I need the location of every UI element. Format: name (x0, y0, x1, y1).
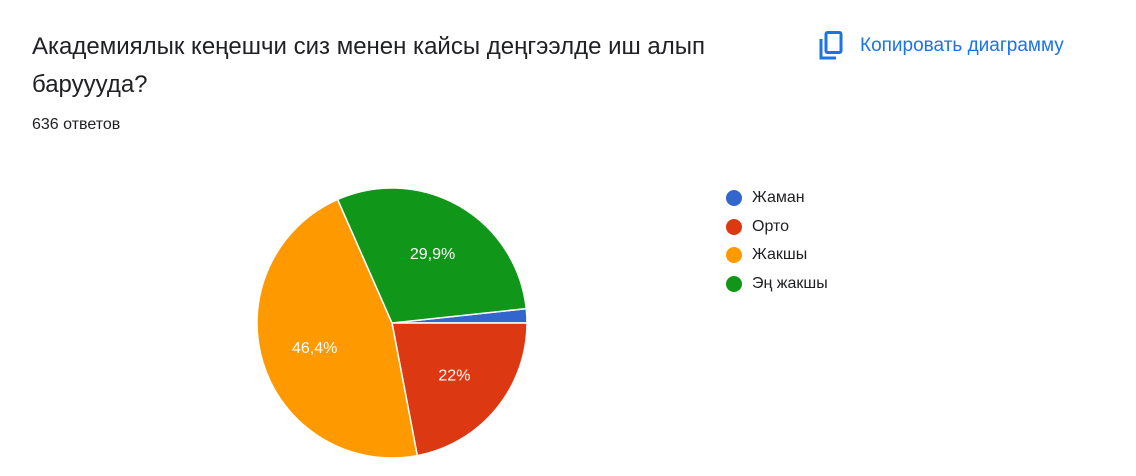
copy-chart-label: Копировать диаграмму (860, 35, 1064, 56)
question-title: Академиялык кеңешчи сиз менен кайсы деңг… (32, 33, 706, 98)
legend-item-4: Эң жакшы (726, 270, 828, 299)
copy-chart-button[interactable]: Копировать диаграмму (812, 26, 1070, 66)
copy-icon (818, 31, 844, 61)
slice-label-2: 22% (438, 368, 470, 385)
legend-item-3: Жакшы (726, 241, 828, 270)
legend-swatch (726, 218, 742, 235)
legend-swatch (726, 276, 742, 293)
legend-item-2: Орто (726, 213, 828, 242)
response-count: 636 ответов (32, 116, 121, 133)
legend-swatch (726, 190, 742, 207)
legend-label: Жакшы (752, 246, 808, 264)
pie-slice-3[interactable] (256, 198, 419, 459)
legend-item-1: Жаман (726, 184, 828, 213)
chart-legend: Жаман Орто Жакшы Эң жакшы (726, 184, 828, 298)
pie-slice-2[interactable] (391, 322, 528, 457)
slice-label-4: 29,9% (410, 246, 455, 263)
legend-label: Орто (752, 217, 790, 235)
slice-label-3: 46,4% (292, 340, 337, 357)
pie-chart: 22% 46,4% 29,9% (256, 187, 528, 459)
legend-swatch (726, 247, 742, 264)
legend-label: Жаман (752, 189, 805, 207)
pie-slice-4[interactable] (336, 187, 528, 324)
legend-label: Эң жакшы (752, 275, 828, 293)
